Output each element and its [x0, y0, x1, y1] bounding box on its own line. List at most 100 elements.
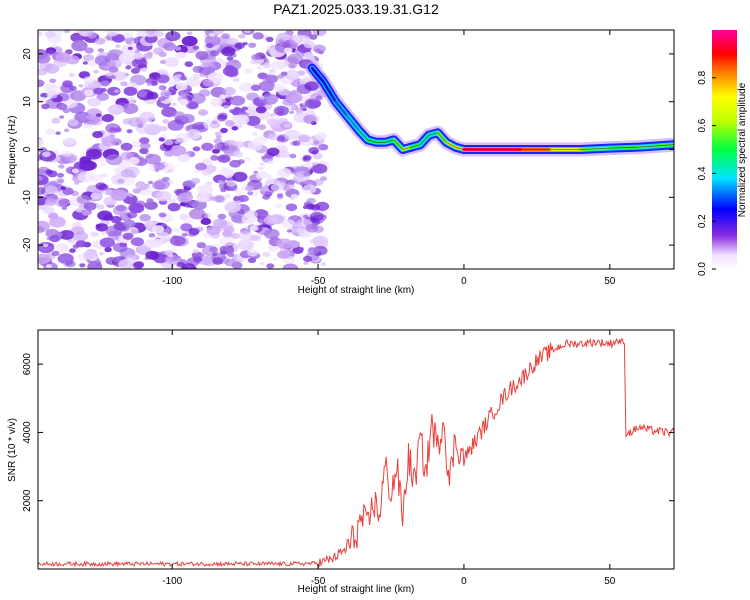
noise-blob [262, 194, 271, 200]
noise-blob [240, 238, 250, 245]
noise-blob [68, 72, 75, 78]
noise-blob [155, 190, 172, 202]
colorbar-label: Normalized spectral amplitude [737, 82, 748, 217]
noise-blob [38, 176, 43, 181]
noise-blob [243, 30, 252, 34]
noise-blob [42, 243, 49, 248]
noise-blob [215, 135, 222, 139]
noise-blob [195, 162, 207, 171]
noise-blob [114, 89, 120, 93]
noise-blob [306, 197, 316, 205]
noise-blob [61, 150, 72, 158]
noise-blob [206, 43, 214, 49]
noise-blob [286, 183, 292, 187]
noise-blob [238, 82, 253, 92]
noise-blob [270, 183, 284, 192]
noise-blob [234, 141, 245, 148]
colorbar-tick-label: 0.8 [697, 70, 708, 84]
noise-blob [276, 135, 286, 142]
noise-blob [225, 120, 235, 127]
noise-blob [311, 150, 318, 155]
noise-blob [62, 187, 74, 196]
noise-blob [293, 34, 307, 44]
noise-blob [137, 123, 144, 128]
noise-blob [48, 212, 59, 220]
noise-blob [258, 166, 264, 171]
noise-blob [174, 195, 180, 199]
noise-blob [69, 248, 76, 253]
noise-blob [144, 201, 158, 210]
noise-blob [100, 173, 108, 178]
noise-blob [277, 74, 284, 79]
noise-blob [209, 246, 218, 253]
spectrogram-y-ticks: -20 -10 0 10 20 [22, 48, 674, 252]
noise-blob [54, 197, 70, 208]
noise-blob [267, 133, 279, 141]
noise-blob [190, 266, 197, 269]
noise-blob [94, 55, 111, 66]
noise-blob [267, 160, 274, 165]
noise-blob [249, 225, 259, 232]
noise-blob [182, 215, 194, 224]
noise-blob [219, 236, 234, 247]
noise-blob [165, 254, 180, 265]
noise-blob [312, 163, 328, 174]
figure-title: PAZ1.2025.033.19.31.G12 [273, 1, 439, 17]
noise-blob [120, 169, 135, 178]
noise-blob [221, 46, 236, 57]
noise-blob [95, 182, 107, 190]
noise-blob [146, 82, 152, 87]
noise-blob [126, 211, 138, 219]
noise-blob [192, 146, 201, 152]
noise-blob [169, 145, 187, 157]
noise-blob [262, 74, 277, 85]
noise-blob [123, 86, 138, 96]
noise-blob [308, 228, 315, 233]
noise-blob [203, 119, 219, 130]
noise-blob [132, 188, 141, 194]
noise-blob [110, 75, 116, 80]
noise-blob [198, 109, 208, 116]
noise-blob [97, 48, 105, 53]
noise-blob [44, 30, 56, 38]
noise-blob [179, 202, 187, 207]
noise-blob [162, 119, 170, 124]
noise-blob [99, 252, 104, 256]
noise-blob [105, 30, 121, 37]
noise-blob [42, 151, 51, 158]
noise-blob [284, 69, 300, 81]
noise-blob [42, 206, 55, 215]
noise-blob [315, 48, 321, 53]
noise-blob [96, 92, 109, 101]
x-tick-label: -100 [162, 576, 182, 587]
noise-blob [237, 159, 245, 165]
noise-blob [303, 51, 314, 59]
noise-blob [214, 195, 225, 203]
snr-x-ticks: -100 -50 0 50 [162, 330, 616, 587]
noise-blob [267, 118, 279, 127]
noise-blob [314, 132, 327, 141]
snr-series-line [38, 337, 674, 568]
noise-blob [84, 47, 94, 54]
noise-blob [289, 196, 295, 201]
y-tick-label: -20 [22, 237, 33, 252]
noise-blob [96, 204, 105, 210]
noise-blob [250, 84, 261, 92]
colorbar-gradient [712, 30, 737, 269]
noise-blob [115, 44, 121, 48]
noise-blob [83, 54, 95, 62]
noise-blob [251, 234, 262, 242]
noise-blob [185, 182, 194, 189]
noise-blob [223, 105, 230, 109]
noise-blob [86, 113, 96, 121]
noise-blob [220, 127, 228, 134]
noise-blob [209, 50, 220, 57]
noise-blob [145, 250, 159, 260]
noise-blob [158, 212, 167, 218]
noise-blob [225, 69, 239, 78]
noise-blob [146, 198, 154, 204]
noise-blob [130, 237, 144, 247]
noise-blob [264, 228, 280, 240]
noise-blob [247, 257, 257, 264]
noise-blob [63, 30, 70, 33]
